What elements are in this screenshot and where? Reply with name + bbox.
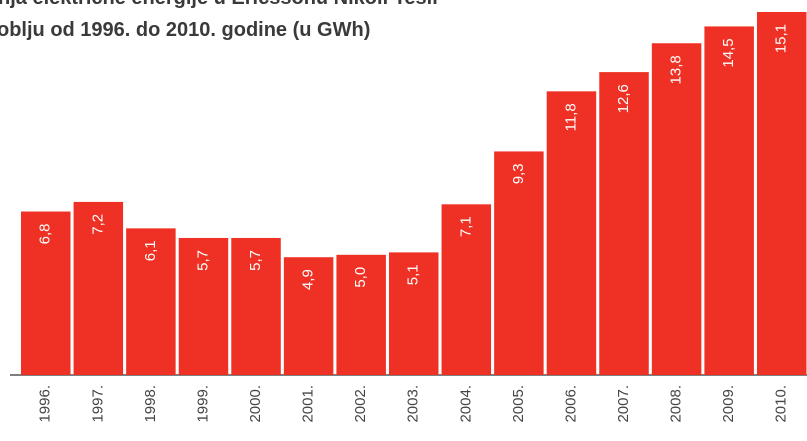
bar	[651, 43, 702, 376]
x-tick-label: 2004.	[457, 385, 474, 423]
value-label: 9,3	[510, 163, 527, 184]
value-label: 15,1	[773, 24, 790, 53]
value-label: 5,1	[405, 264, 422, 285]
value-label: 5,7	[194, 250, 211, 271]
chart-title: oblju od 1996. do 2010. godine (u GWh)	[0, 19, 370, 41]
bar	[21, 211, 71, 375]
x-tick-label: 1996.	[37, 385, 54, 423]
x-tick-label: 1999.	[194, 385, 211, 423]
bar	[756, 12, 807, 375]
bar	[599, 72, 649, 375]
value-label: 5,7	[247, 250, 264, 271]
value-label: 7,2	[89, 214, 106, 235]
x-tick-label: 1997.	[89, 385, 106, 423]
value-label: 7,1	[457, 216, 474, 237]
chart-title: nja električne energije u Ericssonu Niko…	[0, 0, 438, 9]
value-label: 13,8	[668, 55, 685, 84]
bar	[336, 254, 386, 375]
x-tick-label: 2002.	[352, 385, 369, 423]
x-tick-label: 2008.	[668, 385, 685, 423]
x-tick-label: 2003.	[405, 385, 422, 423]
bar	[388, 252, 439, 375]
x-tick-label: 2005.	[510, 385, 527, 423]
bar	[704, 26, 754, 376]
bar	[494, 151, 544, 375]
value-label: 12,6	[615, 84, 632, 113]
bar	[126, 228, 176, 375]
value-label: 6,1	[142, 240, 159, 261]
x-tick-label: 2009.	[720, 385, 737, 423]
x-tick-label: 1998.	[142, 385, 159, 423]
bar	[283, 257, 334, 375]
bar	[73, 201, 124, 375]
value-label: 5,0	[352, 267, 369, 288]
value-label: 11,8	[562, 103, 579, 131]
x-tick-label: 2006.	[562, 385, 579, 423]
value-label: 4,9	[300, 269, 317, 290]
bar	[441, 204, 492, 375]
x-tick-label: 2010.	[773, 385, 790, 423]
bar	[546, 91, 597, 376]
x-tick-label: 2001.	[300, 385, 317, 423]
x-tick-label: 2000.	[247, 385, 264, 423]
value-label: 6,8	[37, 224, 54, 245]
bar	[178, 237, 229, 375]
value-label: 14,5	[720, 38, 737, 67]
x-tick-label: 2007.	[615, 385, 632, 423]
bar	[231, 237, 281, 375]
